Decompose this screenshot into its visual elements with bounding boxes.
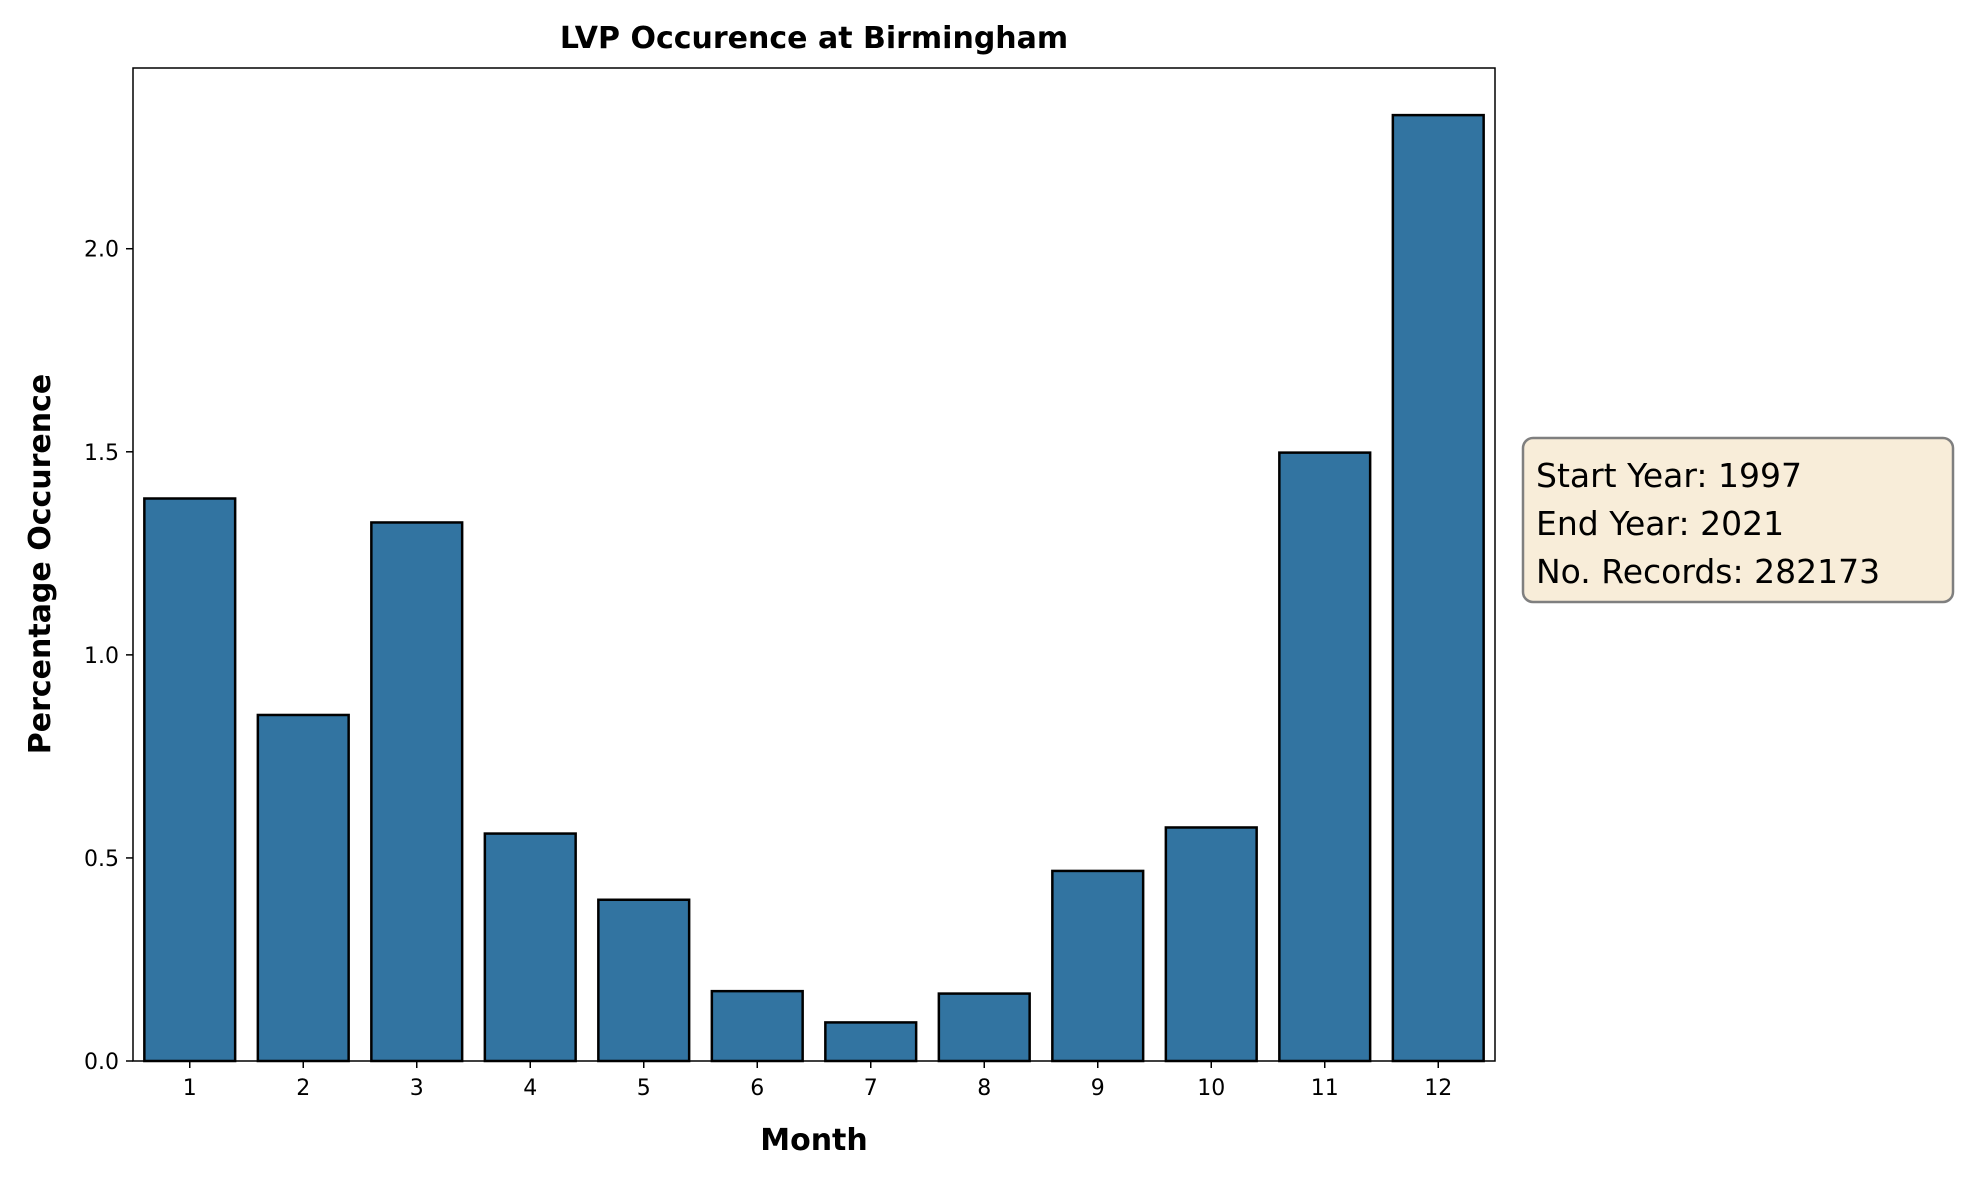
x-tick-label: 7 [864, 1076, 878, 1101]
x-tick-label: 10 [1197, 1076, 1225, 1101]
x-tick-label: 8 [977, 1076, 991, 1101]
bar-month-7 [824, 1021, 918, 1063]
y-tick-label: 1.5 [84, 441, 119, 466]
info-start-year: Start Year: 1997 [1536, 456, 1802, 495]
y-tick-label: 2.0 [84, 238, 119, 263]
y-tick-label: 1.0 [84, 644, 119, 669]
info-box-background [1521, 436, 1955, 604]
bar-month-3 [370, 521, 464, 1063]
bar-month-5 [597, 898, 691, 1063]
bar-month-9 [1051, 869, 1145, 1063]
y-tick-label: 0.0 [84, 1050, 119, 1075]
info-end-year: End Year: 2021 [1536, 504, 1784, 543]
bar-month-11 [1278, 451, 1372, 1063]
y-tick-label: 0.5 [84, 847, 119, 872]
x-tick-label: 6 [750, 1076, 764, 1101]
x-tick-label: 1 [183, 1076, 197, 1101]
x-tick-label: 2 [296, 1076, 310, 1101]
bar-month-2 [256, 713, 350, 1063]
bar-month-8 [937, 992, 1031, 1063]
x-tick-label: 3 [410, 1076, 424, 1101]
x-tick-label: 4 [523, 1076, 537, 1101]
x-tick-label: 5 [637, 1076, 651, 1101]
info-box: Start Year: 1997 End Year: 2021 No. Reco… [1521, 436, 1955, 604]
x-axis-label: Month [760, 1123, 868, 1158]
plot-frame [132, 67, 1496, 1062]
bar-month-10 [1164, 826, 1258, 1063]
bar-month-1 [143, 497, 237, 1063]
bar-month-12 [1391, 113, 1485, 1063]
bar-month-4 [483, 832, 577, 1063]
x-tick-label: 9 [1091, 1076, 1105, 1101]
chart-title: LVP Occurence at Birmingham [560, 21, 1068, 56]
info-record-count: No. Records: 282173 [1536, 552, 1880, 591]
y-axis-label: Percentage Occurence [23, 374, 58, 755]
x-tick-label: 12 [1424, 1076, 1452, 1101]
bar-month-6 [710, 989, 804, 1063]
x-tick-label: 11 [1311, 1076, 1339, 1101]
